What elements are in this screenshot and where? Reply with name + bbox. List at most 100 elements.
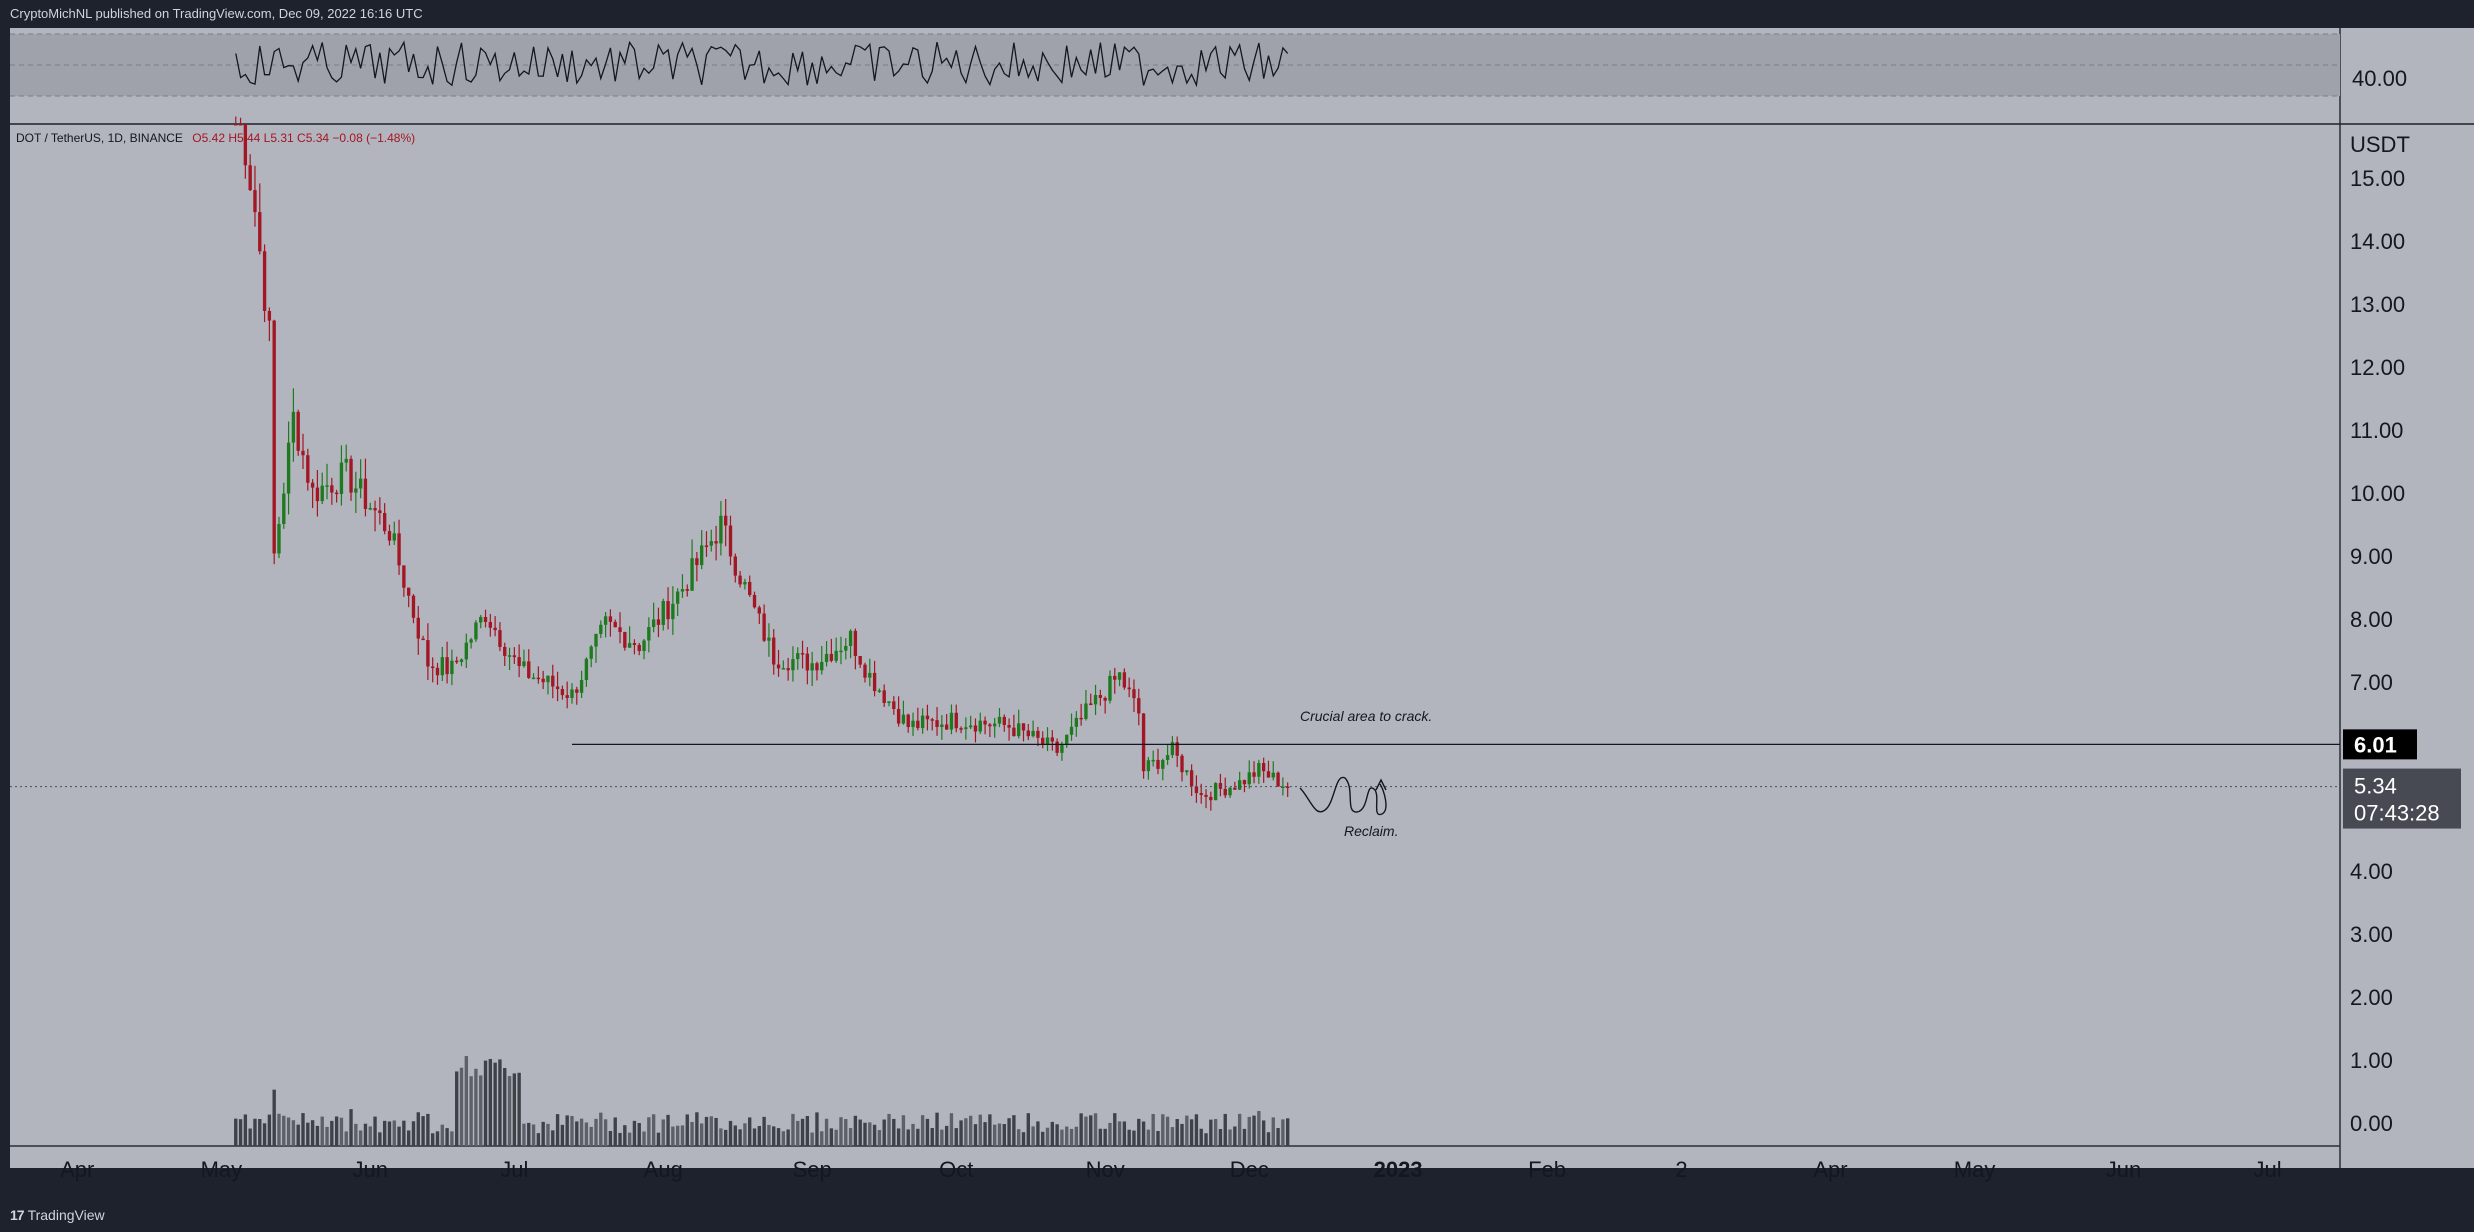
volume-bar <box>786 1129 790 1146</box>
bar-countdown: 07:43:28 <box>2354 801 2440 826</box>
volume-bar <box>776 1128 781 1146</box>
volume-bar <box>1012 1115 1016 1146</box>
candle-body <box>479 616 483 623</box>
volume-bar <box>608 1131 613 1146</box>
candle-body <box>397 533 401 566</box>
candle-body <box>637 644 641 652</box>
volume-bar <box>627 1132 632 1146</box>
candle-body <box>546 675 550 683</box>
candle-body <box>868 672 872 678</box>
candle-body <box>719 515 723 544</box>
volume-bar <box>1228 1129 1232 1146</box>
volume-bar <box>704 1116 709 1146</box>
candle-body <box>675 591 680 604</box>
volume-bar <box>402 1120 406 1146</box>
volume-bar <box>330 1120 334 1146</box>
candle-body <box>608 616 613 622</box>
volume-bar <box>757 1126 761 1146</box>
candle-body <box>920 715 925 729</box>
volume-bar <box>517 1072 521 1146</box>
candle-body <box>1117 672 1122 680</box>
candle-body <box>1247 772 1251 785</box>
candle-body <box>1233 787 1237 790</box>
volume-bar <box>382 1120 387 1146</box>
candle-body <box>387 531 392 541</box>
candle-body <box>810 663 814 671</box>
time-tick-label: Jul <box>500 1157 528 1182</box>
volume-bar <box>685 1114 689 1146</box>
volume-bar <box>387 1121 392 1146</box>
volume-bar <box>455 1071 459 1146</box>
time-tick-label: Feb <box>1528 1157 1566 1182</box>
volume-bar <box>954 1128 958 1146</box>
volume-bar <box>291 1120 296 1146</box>
volume-bar <box>1017 1129 1021 1146</box>
candle-body <box>699 545 704 566</box>
volume-bar <box>834 1129 838 1146</box>
volume-bar <box>642 1131 646 1146</box>
volume-bar <box>748 1117 752 1146</box>
volume-bar <box>671 1126 675 1146</box>
volume-bar <box>296 1124 300 1146</box>
current-price-label: 5.34 <box>2354 774 2397 799</box>
candle-body <box>848 630 853 646</box>
candle-body <box>1161 759 1165 769</box>
candle-body <box>935 720 939 727</box>
volume-bar <box>306 1122 310 1146</box>
volume-bar <box>911 1123 915 1146</box>
time-tick-label: Apr <box>1813 1157 1847 1182</box>
candle-body <box>603 616 608 625</box>
volume-bar <box>1041 1131 1045 1146</box>
volume-bar <box>949 1113 954 1146</box>
volume-bar <box>358 1130 363 1146</box>
candle-body <box>368 508 372 510</box>
volume-bar <box>310 1120 315 1146</box>
volume-bar <box>541 1121 545 1146</box>
candle-body <box>959 728 963 730</box>
ohlc-values: O5.42 H5.44 L5.31 C5.34 −0.08 (−1.48%) <box>192 131 415 145</box>
volume-bar <box>493 1062 497 1146</box>
volume-bar <box>992 1124 997 1146</box>
volume-bar <box>551 1130 555 1146</box>
candle-body <box>358 478 363 489</box>
volume-bar <box>1084 1116 1088 1146</box>
candle-body <box>416 617 420 639</box>
volume-bar <box>637 1123 641 1146</box>
volume-bar <box>344 1131 348 1146</box>
candle-body <box>1185 770 1189 773</box>
time-tick-label: Nov <box>1086 1157 1125 1182</box>
candle-body <box>892 701 896 709</box>
candle-body <box>589 646 593 659</box>
candle-body <box>796 653 800 660</box>
candle-body <box>507 655 512 657</box>
candle-body <box>1127 687 1131 690</box>
candle-body <box>426 640 430 667</box>
volume-bar <box>320 1116 324 1146</box>
candle-body <box>1266 771 1271 778</box>
candle-body <box>656 619 661 625</box>
volume-bar <box>1113 1113 1117 1146</box>
candle-body <box>455 660 459 663</box>
volume-bar <box>901 1115 906 1146</box>
time-tick-label: May <box>1954 1157 1996 1182</box>
candle-body <box>1084 703 1088 719</box>
candle-body <box>1050 737 1054 742</box>
price-chart[interactable]: 40.00 DOT / TetherUS, 1D, BINANCE O5.42 … <box>0 28 2474 1198</box>
candle-body <box>632 643 637 645</box>
candle-body <box>1218 783 1223 789</box>
volume-bar <box>983 1122 987 1146</box>
candle-body <box>238 124 243 126</box>
volume-bar <box>1165 1116 1170 1146</box>
volume-bar <box>1089 1115 1093 1146</box>
volume-bar <box>1247 1116 1251 1146</box>
candle-body <box>248 165 252 191</box>
candle-body <box>1031 730 1035 737</box>
candle-body <box>277 524 281 554</box>
time-tick-label: Dec <box>1230 1157 1269 1182</box>
volume-bar <box>863 1122 867 1146</box>
volume-bar <box>258 1118 262 1146</box>
candle-body <box>767 637 771 641</box>
volume-bar <box>1074 1126 1079 1146</box>
candle-body <box>411 595 416 618</box>
volume-bar <box>599 1112 603 1146</box>
